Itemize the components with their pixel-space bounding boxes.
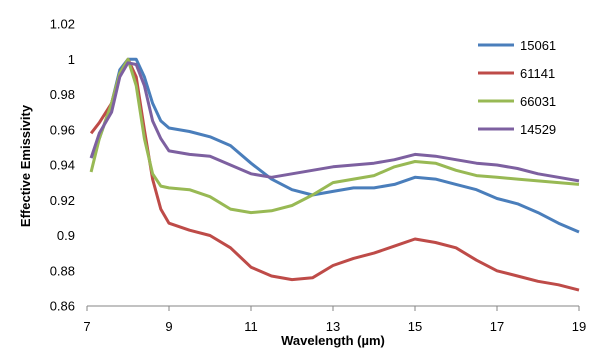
series-lines: [89, 57, 580, 292]
y-tick-label: 1.02: [50, 17, 75, 32]
legend: 15061 61141 66031 14529: [478, 38, 556, 137]
legend-label-61141: 61141: [520, 66, 555, 81]
x-tick-label: 17: [490, 319, 504, 334]
y-tick-label: 0.92: [50, 193, 75, 208]
y-tick-label: 1: [68, 52, 75, 67]
x-axis-title: Wavelength (µm): [281, 333, 385, 348]
y-tick-label: 0.9: [57, 228, 75, 243]
series-line-15061: [89, 57, 580, 234]
y-tick-label: 0.98: [50, 87, 75, 102]
x-tick-label: 9: [165, 319, 172, 334]
x-tick-label: 19: [572, 319, 586, 334]
legend-label-66031: 66031: [520, 94, 556, 109]
y-tick-label: 0.86: [50, 299, 75, 314]
legend-label-15061: 15061: [520, 38, 556, 53]
series-line-66031: [89, 57, 580, 215]
y-axis-ticks: 0.86 0.88 0.9 0.92 0.94 0.96 0.98 1 1.02: [50, 17, 75, 314]
x-tick-label: 11: [244, 319, 258, 334]
x-tick-label: 13: [326, 319, 340, 334]
y-axis-title: Effective Emissivity: [18, 104, 33, 227]
series-line-14529: [89, 61, 580, 183]
legend-label-14529: 14529: [520, 122, 556, 137]
y-tick-label: 0.94: [50, 158, 75, 173]
y-tick-label: 0.88: [50, 263, 75, 278]
series-line-61141: [89, 57, 580, 292]
x-tick-label: 15: [408, 319, 422, 334]
x-tick-label: 7: [83, 319, 90, 334]
x-axis-ticks: 7 9 11 13 15 17 19: [83, 306, 586, 334]
y-tick-label: 0.96: [50, 122, 75, 137]
